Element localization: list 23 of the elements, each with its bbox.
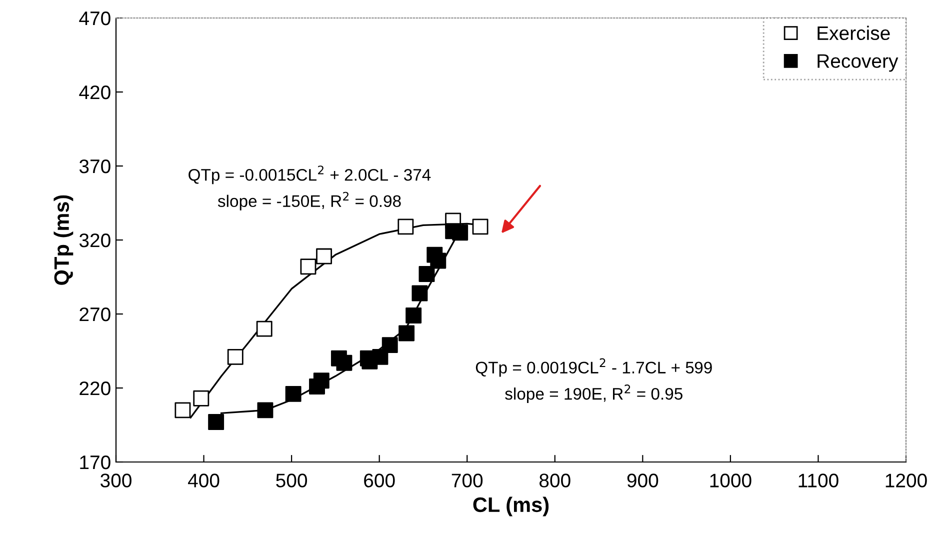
- x-tick-label: 800: [540, 474, 570, 488]
- legend-label: Exercise: [818, 26, 890, 40]
- x-tick-label: 500: [276, 474, 308, 488]
- y-tick-label: 270: [80, 307, 110, 322]
- y-tick-label: 170: [80, 455, 110, 470]
- x-tick-label: 1200: [886, 474, 927, 488]
- legend-label: Recovery: [818, 54, 898, 72]
- annotation: QTp = -0.0015CL$^{2}$ + 2.0CL - 374 slope = -150E, R$^{2}$ = 0.98: [188, 166, 431, 210]
- x-tick-label: 900: [627, 474, 658, 488]
- y-tick-label: 220: [80, 381, 110, 396]
- x-tick-label: 1100: [798, 474, 838, 488]
- y-axis-title: QTp (ms): [54, 195, 74, 285]
- annotation: QTp = 0.0019CL$^{2}$ - 1.7CL + 599 slope = 190E, R$^{2}$ = 0.95: [476, 358, 712, 404]
- x-tick-label: 700: [452, 474, 483, 488]
- x-tick-label: 300: [100, 474, 132, 488]
- x-axis-title: CL (ms): [473, 496, 549, 516]
- x-tick-label: 600: [364, 474, 395, 488]
- y-tick-label: 470: [79, 11, 110, 26]
- y-tick-label: 320: [79, 233, 110, 248]
- y-tick-label: 370: [79, 159, 110, 174]
- x-tick-label: 1000: [710, 474, 752, 488]
- y-tick-label: 420: [79, 85, 110, 100]
- x-tick-label: 400: [188, 474, 220, 488]
